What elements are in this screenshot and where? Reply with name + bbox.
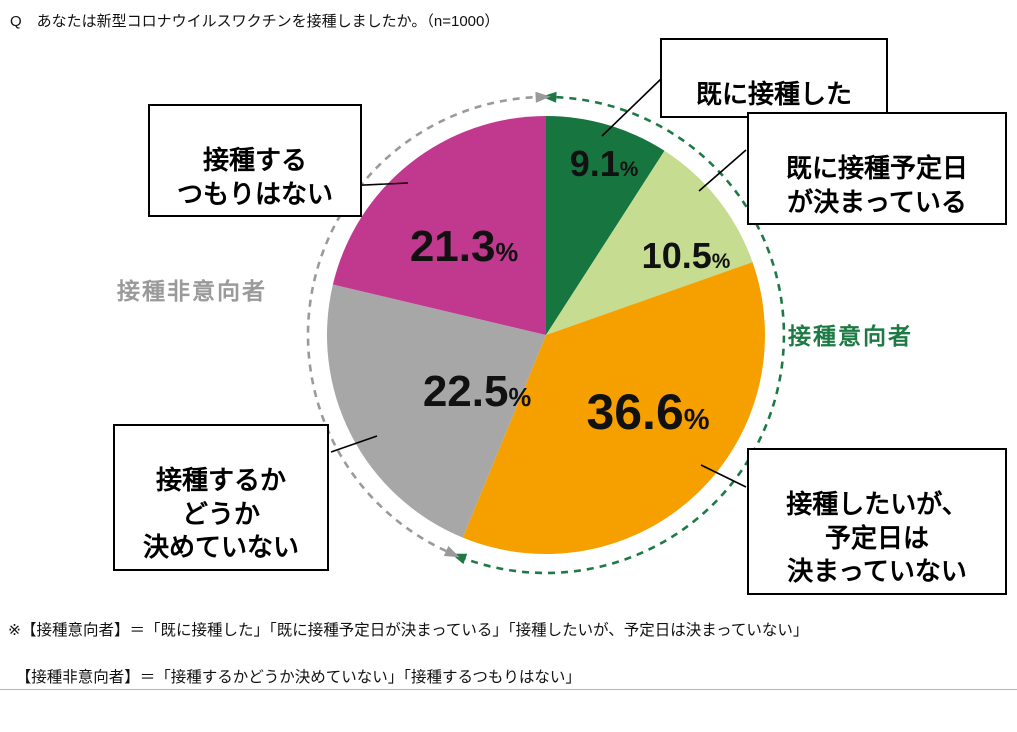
callout-leader-line bbox=[698, 149, 747, 192]
group-arcs bbox=[306, 91, 786, 575]
callout-undecided: 接種するか どうか 決めていない bbox=[113, 424, 329, 572]
percent-value: 21.3 bbox=[409, 222, 496, 271]
percent-unit: % bbox=[683, 404, 710, 436]
survey-question: Q あなたは新型コロナウイルスワクチンを接種しましたか。（n=1000） bbox=[10, 13, 500, 30]
callout-leader-line bbox=[330, 435, 378, 453]
pie-segments bbox=[326, 116, 765, 555]
group-label-intenders: 接種意向者 bbox=[788, 323, 913, 349]
group-arc-arrowhead bbox=[443, 546, 460, 558]
callout-text: 接種するか どうか 決めていない bbox=[142, 464, 299, 563]
callout-text: 既に接種した bbox=[695, 78, 852, 109]
bottom-divider bbox=[0, 689, 1017, 690]
percent-value: 36.6 bbox=[586, 384, 684, 440]
callout-leader-line bbox=[601, 76, 664, 137]
percent-value: 9.1 bbox=[569, 143, 620, 184]
group-arc-non-intenders bbox=[306, 95, 536, 553]
percent-label-no-intention: 21.3% bbox=[410, 225, 518, 269]
callout-no-intention: 接種する つもりはない bbox=[148, 104, 362, 218]
percent-value: 22.5 bbox=[422, 367, 509, 416]
percent-unit: % bbox=[711, 250, 731, 273]
callout-leader-line bbox=[700, 464, 747, 488]
callout-leader-lines bbox=[321, 76, 747, 488]
percent-label-date-scheduled: 10.5% bbox=[642, 238, 731, 274]
percent-unit: % bbox=[619, 158, 639, 181]
footnote-line2: 【接種非意向者】＝「接種するかどうか決めていない」「接種するつもりはない」 bbox=[8, 668, 581, 686]
callout-already-vaccinated: 既に接種した bbox=[660, 38, 888, 118]
pie-segment-date-scheduled bbox=[546, 150, 753, 335]
percent-unit: % bbox=[508, 384, 532, 412]
footnote: ※【接種意向者】＝「既に接種した」「既に接種予定日が決まっている」「接種したいが… bbox=[8, 596, 808, 712]
pie-segment-want-but-no-date bbox=[462, 262, 765, 555]
pie-segment-no-intention bbox=[332, 116, 546, 335]
percent-label-want-but-no-date: 36.6% bbox=[586, 387, 709, 437]
group-label-non-intenders: 接種非意向者 bbox=[117, 278, 267, 304]
percent-unit: % bbox=[495, 239, 519, 267]
callout-text: 接種したいが、 予定日は 決まっていない bbox=[786, 488, 968, 587]
percent-label-already-vaccinated: 9.1% bbox=[570, 146, 639, 182]
pie-segment-already-vaccinated bbox=[546, 116, 665, 335]
group-arc-intenders bbox=[464, 95, 786, 575]
group-arc-arrowhead bbox=[535, 91, 551, 103]
callout-text: 接種する つもりはない bbox=[176, 144, 333, 209]
pie-segment-undecided bbox=[326, 284, 546, 538]
callout-date-scheduled: 既に接種予定日 が決まっている bbox=[747, 112, 1007, 226]
callout-text: 既に接種予定日 が決まっている bbox=[785, 152, 968, 217]
percent-label-undecided: 22.5% bbox=[423, 370, 531, 414]
callout-want-but-no-date: 接種したいが、 予定日は 決まっていない bbox=[747, 448, 1007, 596]
percent-value: 10.5 bbox=[641, 235, 712, 276]
footnote-line1: ※【接種意向者】＝「既に接種した」「既に接種予定日が決まっている」「接種したいが… bbox=[8, 622, 809, 640]
